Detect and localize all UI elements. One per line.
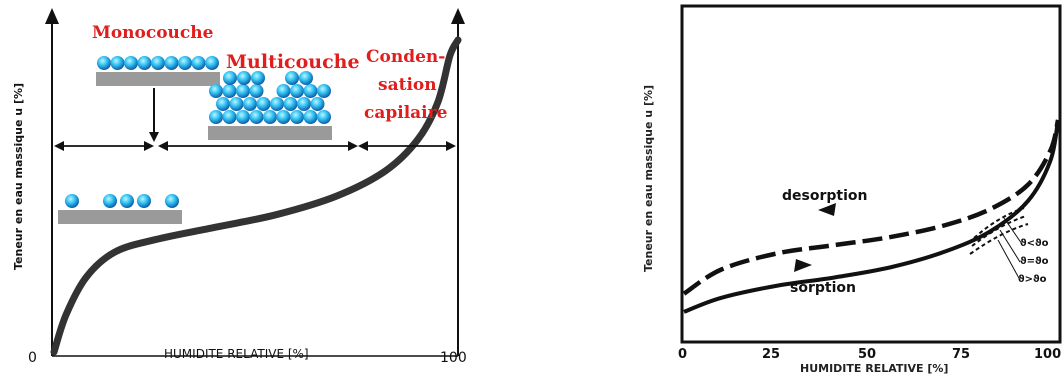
molecule-ball	[164, 56, 179, 70]
right-y-label: Teneur en eau massique u [%]	[642, 85, 655, 272]
molecule-ball	[165, 194, 179, 208]
monolayer-illustration	[96, 56, 220, 86]
label-theta-lt: ϑ<ϑo	[1020, 238, 1049, 249]
molecule-ball	[276, 110, 291, 124]
right-x-tick-75: 75	[952, 347, 970, 362]
temperature-family-lines	[969, 207, 1029, 281]
left-right-axis-arrow	[451, 8, 465, 24]
multilayer-illustration	[208, 71, 332, 140]
multi-substrate	[208, 126, 332, 140]
sparse-layer-illustration	[58, 194, 182, 224]
molecule-ball	[216, 97, 230, 111]
desorption-direction-arrow	[818, 203, 836, 216]
left-y-axis-arrow	[45, 8, 59, 24]
molecule-ball	[251, 71, 265, 85]
molecule-ball	[124, 56, 138, 70]
molecule-ball	[236, 84, 250, 98]
molecule-ball	[317, 110, 331, 124]
mono-substrate	[96, 72, 220, 86]
left-y-label: Teneur en eau massique u [%]	[12, 83, 25, 270]
molecule-ball	[303, 110, 318, 124]
molecule-ball	[299, 71, 313, 85]
molecule-ball	[223, 71, 237, 85]
molecule-ball	[249, 84, 264, 98]
label-monocouche: Monocouche	[92, 23, 214, 43]
molecule-ball	[229, 97, 244, 111]
molecule-ball	[151, 56, 165, 70]
left-x-tick-0: 0	[28, 350, 37, 366]
left-x-tick-100: 100	[440, 350, 467, 366]
molecule-ball	[303, 84, 318, 98]
molecule-ball	[178, 56, 192, 70]
molecule-ball	[317, 84, 331, 98]
right-x-tick-0: 0	[678, 347, 687, 362]
right-x-tick-50: 50	[858, 347, 876, 362]
left-chart: Monocouche Multicouche Conden- sation ca…	[12, 8, 467, 366]
molecule-ball	[310, 97, 325, 111]
label-theta-gt: ϑ>ϑo	[1018, 274, 1047, 285]
right-chart: desorption sorption ϑ<ϑo ϑ=ϑo ϑ>ϑo Teneu…	[642, 4, 1062, 375]
molecule-ball	[237, 71, 251, 85]
molecule-ball	[103, 194, 117, 208]
label-desorption: desorption	[782, 188, 867, 204]
left-x-label: HUMIDITE RELATIVE [%]	[164, 347, 309, 361]
molecule-ball	[283, 97, 298, 111]
sparse-substrate	[58, 210, 182, 224]
label-condensation-2: sation	[378, 75, 437, 95]
molecule-ball	[276, 84, 291, 98]
sorption-curve	[683, 119, 1060, 314]
molecule-ball	[222, 110, 237, 124]
desorption-curve	[682, 119, 1061, 296]
molecule-ball	[290, 110, 304, 124]
molecule-ball	[97, 56, 111, 70]
label-condensation-1: Conden-	[366, 47, 445, 67]
label-condensation-3: capilaire	[364, 103, 448, 123]
molecule-ball	[209, 110, 223, 124]
right-x-tick-25: 25	[762, 347, 780, 362]
left-isotherm-curve	[50, 36, 462, 356]
molecule-ball	[285, 71, 299, 85]
region-arrows	[54, 88, 456, 151]
molecule-ball	[137, 56, 152, 70]
molecule-ball	[263, 110, 277, 124]
molecule-ball	[120, 194, 134, 208]
molecule-ball	[297, 97, 311, 111]
label-theta-eq: ϑ=ϑo	[1020, 256, 1049, 267]
molecule-ball	[256, 97, 271, 111]
label-multicouche: Multicouche	[226, 51, 360, 73]
molecule-ball	[110, 56, 125, 70]
molecule-ball	[137, 194, 151, 208]
molecule-ball	[270, 97, 284, 111]
right-x-tick-100: 100	[1034, 347, 1061, 362]
sorption-direction-arrow	[794, 259, 812, 272]
molecule-ball	[205, 56, 219, 70]
molecule-ball	[191, 56, 206, 70]
molecule-ball	[209, 84, 223, 98]
molecule-ball	[222, 84, 237, 98]
label-sorption: sorption	[790, 280, 856, 296]
molecule-ball	[65, 194, 79, 208]
molecule-ball	[249, 110, 264, 124]
right-x-label: HUMIDITE RELATIVE [%]	[800, 362, 948, 375]
molecule-ball	[290, 84, 304, 98]
molecule-ball	[243, 97, 257, 111]
molecule-ball	[236, 110, 250, 124]
right-plot-frame	[680, 4, 1062, 344]
